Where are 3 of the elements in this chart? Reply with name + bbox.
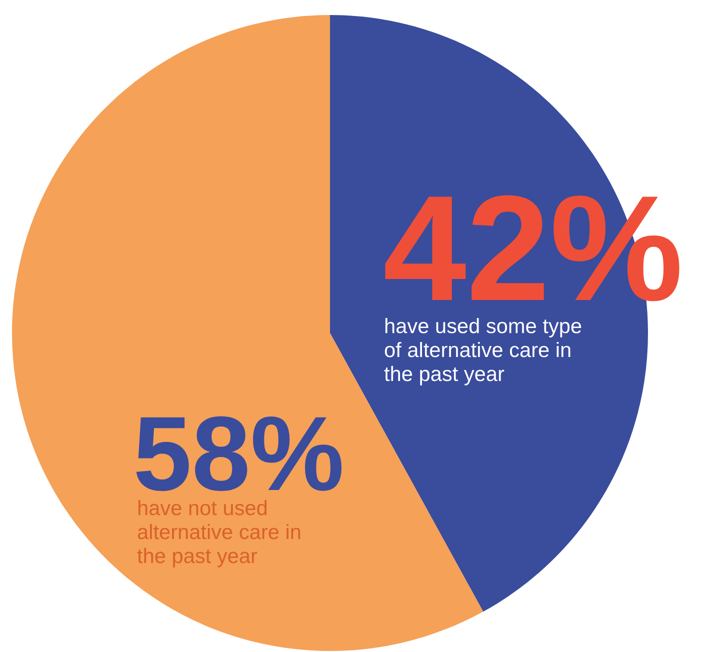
slice-label: have not used alternative care in the past year (137, 500, 300, 568)
data-label: 58% (136, 416, 342, 492)
slice-label: have used some type of alternative care in the past year (384, 318, 582, 386)
